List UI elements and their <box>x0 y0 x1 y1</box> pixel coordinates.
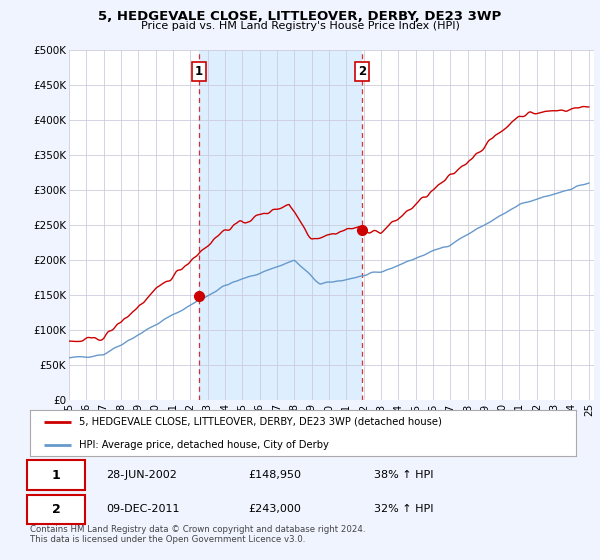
Text: HPI: Average price, detached house, City of Derby: HPI: Average price, detached house, City… <box>79 440 329 450</box>
FancyBboxPatch shape <box>27 460 85 490</box>
Text: 09-DEC-2011: 09-DEC-2011 <box>106 505 180 515</box>
Text: £148,950: £148,950 <box>248 470 301 480</box>
FancyBboxPatch shape <box>27 494 85 524</box>
Text: 2: 2 <box>52 503 61 516</box>
Text: 38% ↑ HPI: 38% ↑ HPI <box>374 470 433 480</box>
Text: £243,000: £243,000 <box>248 505 301 515</box>
Text: 28-JUN-2002: 28-JUN-2002 <box>106 470 178 480</box>
Text: 32% ↑ HPI: 32% ↑ HPI <box>374 505 433 515</box>
Text: Contains HM Land Registry data © Crown copyright and database right 2024.
This d: Contains HM Land Registry data © Crown c… <box>30 525 365 544</box>
Text: 1: 1 <box>52 469 61 482</box>
Text: 5, HEDGEVALE CLOSE, LITTLEOVER, DERBY, DE23 3WP (detached house): 5, HEDGEVALE CLOSE, LITTLEOVER, DERBY, D… <box>79 417 442 427</box>
Bar <box>199 50 362 400</box>
Text: 5, HEDGEVALE CLOSE, LITTLEOVER, DERBY, DE23 3WP: 5, HEDGEVALE CLOSE, LITTLEOVER, DERBY, D… <box>98 10 502 23</box>
Text: 1: 1 <box>195 65 203 78</box>
Text: Price paid vs. HM Land Registry's House Price Index (HPI): Price paid vs. HM Land Registry's House … <box>140 21 460 31</box>
Text: 2: 2 <box>358 65 367 78</box>
